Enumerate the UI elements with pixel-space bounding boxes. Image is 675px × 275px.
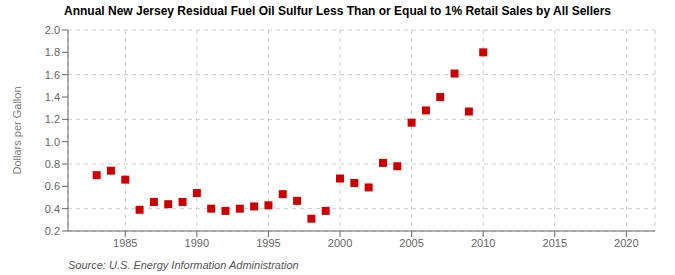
svg-text:2020: 2020 <box>614 237 638 249</box>
svg-text:1985: 1985 <box>113 237 137 249</box>
svg-text:Dollars per Gallon: Dollars per Gallon <box>11 86 23 174</box>
html-text:Annual New Jersey Residual Fue: Annual New Jersey Residual Fuel Oil Sulf… <box>64 4 611 18</box>
svg-text:1.2: 1.2 <box>45 113 60 125</box>
svg-text:2010: 2010 <box>471 237 495 249</box>
svg-text:2015: 2015 <box>543 237 567 249</box>
svg-text:0.6: 0.6 <box>45 180 60 192</box>
svg-text:1.8: 1.8 <box>45 46 60 58</box>
svg-text:2005: 2005 <box>399 237 423 249</box>
svg-text:1995: 1995 <box>256 237 280 249</box>
svg-text:1.4: 1.4 <box>45 91 60 103</box>
svg-text:2000: 2000 <box>328 237 352 249</box>
svg-text:2.0: 2.0 <box>45 24 60 36</box>
svg-text:0.8: 0.8 <box>45 158 60 170</box>
svg-text:1.6: 1.6 <box>45 69 60 81</box>
svg-text:1990: 1990 <box>185 237 209 249</box>
svg-text:1.0: 1.0 <box>45 136 60 148</box>
svg-text:0.4: 0.4 <box>45 203 60 215</box>
svg-text:0.2: 0.2 <box>45 225 60 237</box>
html-text:Source: U.S. Energy Informatio: Source: U.S. Energy Information Administ… <box>68 259 299 271</box>
